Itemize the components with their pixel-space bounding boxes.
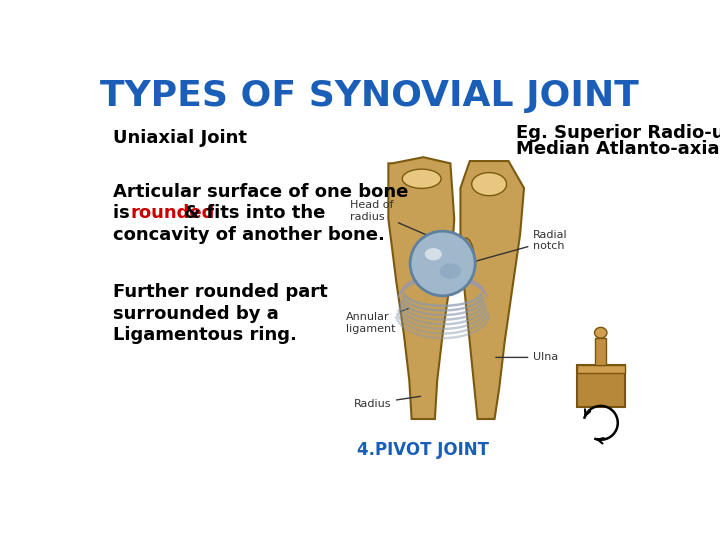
Text: Ligamentous ring.: Ligamentous ring. [113,326,297,344]
Bar [577,365,625,408]
Text: Eg. Superior Radio-ulnar Jt.: Eg. Superior Radio-ulnar Jt. [516,124,720,141]
Text: Annular
ligament: Annular ligament [346,308,409,334]
Text: Radial
notch: Radial notch [470,230,568,263]
Text: is: is [113,205,136,222]
Ellipse shape [425,248,442,260]
Text: 4.PIVOT JOINT: 4.PIVOT JOINT [357,441,490,459]
Ellipse shape [595,327,607,338]
Ellipse shape [457,238,474,284]
Text: surrounded by a: surrounded by a [113,305,279,322]
Polygon shape [461,161,524,419]
Ellipse shape [402,169,441,188]
Text: Radius: Radius [354,396,420,409]
Text: Uniaxial Joint: Uniaxial Joint [113,129,247,147]
Text: TYPES OF SYNOVIAL JOINT: TYPES OF SYNOVIAL JOINT [99,79,639,113]
Polygon shape [388,157,454,419]
Text: Ulna: Ulna [496,353,559,362]
Text: concavity of another bone.: concavity of another bone. [113,226,385,244]
Ellipse shape [410,231,475,296]
Text: Articular surface of one bone: Articular surface of one bone [113,183,409,201]
Text: Further rounded part: Further rounded part [113,283,328,301]
Bar [595,338,606,365]
Ellipse shape [472,173,507,195]
Text: & fits into the: & fits into the [178,205,325,222]
Text: rounded: rounded [130,205,215,222]
FancyBboxPatch shape [577,365,625,373]
Text: Median Atlanto-axial: Median Atlanto-axial [516,140,720,159]
Ellipse shape [439,264,462,279]
Text: Head of
radius: Head of radius [350,200,440,241]
